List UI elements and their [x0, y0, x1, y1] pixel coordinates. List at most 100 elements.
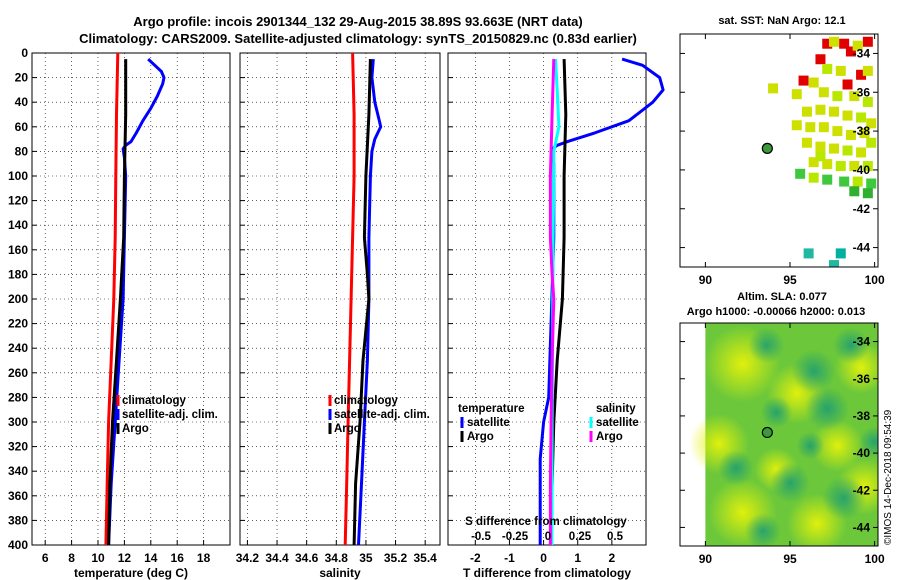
- sst-pixel: [798, 75, 809, 86]
- sst-pixel: [862, 188, 873, 199]
- x-axis-label: T difference from climatology: [463, 566, 631, 580]
- sst-pixel: [832, 126, 843, 137]
- sst-pixel: [801, 137, 812, 148]
- map-y-tick-label: -34: [853, 46, 871, 60]
- map-y-tick-label: -40: [853, 446, 871, 460]
- map-frame: [679, 33, 879, 268]
- map-x-tick-label: 95: [783, 552, 797, 566]
- sla-dark-blob: [822, 475, 867, 520]
- sst-pixel: [856, 147, 867, 158]
- sst-pixel: [842, 110, 853, 121]
- s-tick-label: 0.5: [607, 531, 624, 543]
- sst-pixel: [822, 159, 833, 170]
- legend-label: Argo: [122, 423, 149, 435]
- sst-pixel: [805, 122, 816, 133]
- x-tick-label: 12: [118, 551, 132, 565]
- figure-title-line1: Argo profile: incois 2901344_132 29-Aug-…: [133, 14, 582, 29]
- map-y-tick-label: -34: [853, 335, 871, 349]
- s-tick-label: 0: [545, 531, 551, 543]
- series-line-0: [538, 57, 665, 545]
- sst-pixel: [832, 91, 843, 102]
- sst-pixel: [835, 161, 846, 172]
- figure-title-line2: Climatology: CARS2009. Satellite-adjuste…: [79, 31, 637, 46]
- sst-pixel: [842, 145, 853, 156]
- legend-label: satellite: [467, 417, 510, 429]
- x-tick-label: -2: [470, 551, 481, 565]
- grid: [240, 52, 440, 546]
- argo-float-marker: [761, 426, 773, 439]
- map-x-tick-label: 100: [865, 273, 885, 287]
- sst-pixel: [852, 40, 863, 51]
- imos-credit: ©IMOS 14-Dec-2018 09:54:39: [883, 409, 894, 545]
- x-tick-label: 34.4: [265, 551, 289, 565]
- sst-pixel: [835, 248, 846, 259]
- map-y-tick-label: -36: [853, 372, 871, 386]
- x-tick-label: 10: [91, 551, 105, 565]
- x-axis-label: temperature (deg C): [74, 566, 188, 580]
- sst-pixel: [829, 143, 839, 154]
- map-x-tick-label: 100: [865, 552, 885, 566]
- y-tick-label: 360: [8, 489, 28, 503]
- legend-title-salinity: salinity: [596, 403, 636, 415]
- sla-map-title-line1: Altim. SLA: 0.077: [737, 291, 827, 303]
- sst-pixel: [862, 96, 873, 107]
- sla-yellow-blob: [811, 419, 864, 472]
- sla-map-title-line2: Argo h1000: -0.00066 h2000: 0.013: [687, 306, 866, 318]
- sst-pixel: [808, 172, 819, 183]
- sla-dark-blob: [717, 449, 754, 486]
- sst-pixel: [818, 122, 829, 133]
- legend-label: climatology: [334, 395, 399, 407]
- map-y-tick-label: -40: [853, 163, 871, 177]
- y-tick-label: 180: [8, 267, 28, 281]
- sla-dark-blob: [744, 513, 781, 546]
- map-x-tick-label: 90: [699, 552, 713, 566]
- map-y-tick-label: -36: [853, 85, 871, 99]
- sst-pixel: [803, 248, 814, 259]
- sst-pixel: [822, 38, 833, 49]
- map-y-tick-label: -44: [853, 241, 871, 255]
- salinity-panel: 34.2 34.4 34.6 34.8 35 35.2 35.4 salinity climat…: [236, 52, 441, 580]
- sst-pixel: [839, 176, 850, 187]
- map-y-tick-label: -42: [853, 483, 871, 497]
- x-tick-label: 16: [171, 551, 185, 565]
- map-x-tick-label: 95: [783, 273, 797, 287]
- sst-pixel: [849, 186, 860, 197]
- map-field: [768, 36, 877, 267]
- x-tick-label: 34.6: [295, 551, 319, 565]
- y-tick-label: 200: [8, 292, 28, 306]
- y-tick-label: 100: [8, 169, 28, 183]
- map-x-tick-label: 90: [699, 273, 713, 287]
- sst-pixel: [845, 129, 856, 140]
- sst-pixel: [866, 118, 877, 129]
- sst-pixel: [845, 46, 856, 57]
- sst-pixel: [801, 106, 812, 117]
- sst-pixel: [856, 112, 867, 123]
- y-tick-label: 160: [8, 243, 28, 257]
- series-line-0: [343, 52, 356, 546]
- sst-pixel: [815, 54, 826, 65]
- sst-pixel: [808, 157, 819, 168]
- s-tick-label: -0.5: [471, 531, 491, 543]
- x-tick-label: 34.8: [325, 551, 349, 565]
- x-tick-label: -1: [504, 551, 515, 565]
- sst-pixel: [866, 178, 877, 189]
- legend-title-temperature: temperature: [458, 403, 524, 415]
- x-tick-label: 0: [540, 551, 547, 565]
- y-tick-label: 220: [8, 317, 28, 331]
- sst-pixel: [822, 63, 833, 74]
- y-tick-label: 320: [8, 440, 28, 454]
- sla-dark-blob: [805, 386, 850, 431]
- y-tick-label: 140: [8, 218, 28, 232]
- y-tick-label: 260: [8, 366, 28, 380]
- sla-dark-blob: [858, 425, 878, 458]
- y-tick-label: 40: [15, 95, 29, 109]
- series-line-2: [352, 59, 372, 546]
- x-tick-label: 34.2: [236, 551, 260, 565]
- sst-pixel: [849, 91, 860, 102]
- sst-pixel: [866, 137, 877, 148]
- x-tick-label: 14: [144, 551, 158, 565]
- sst-pixel: [829, 106, 839, 117]
- y-tick-label: 280: [8, 390, 28, 404]
- sla-dark-blob: [760, 396, 793, 429]
